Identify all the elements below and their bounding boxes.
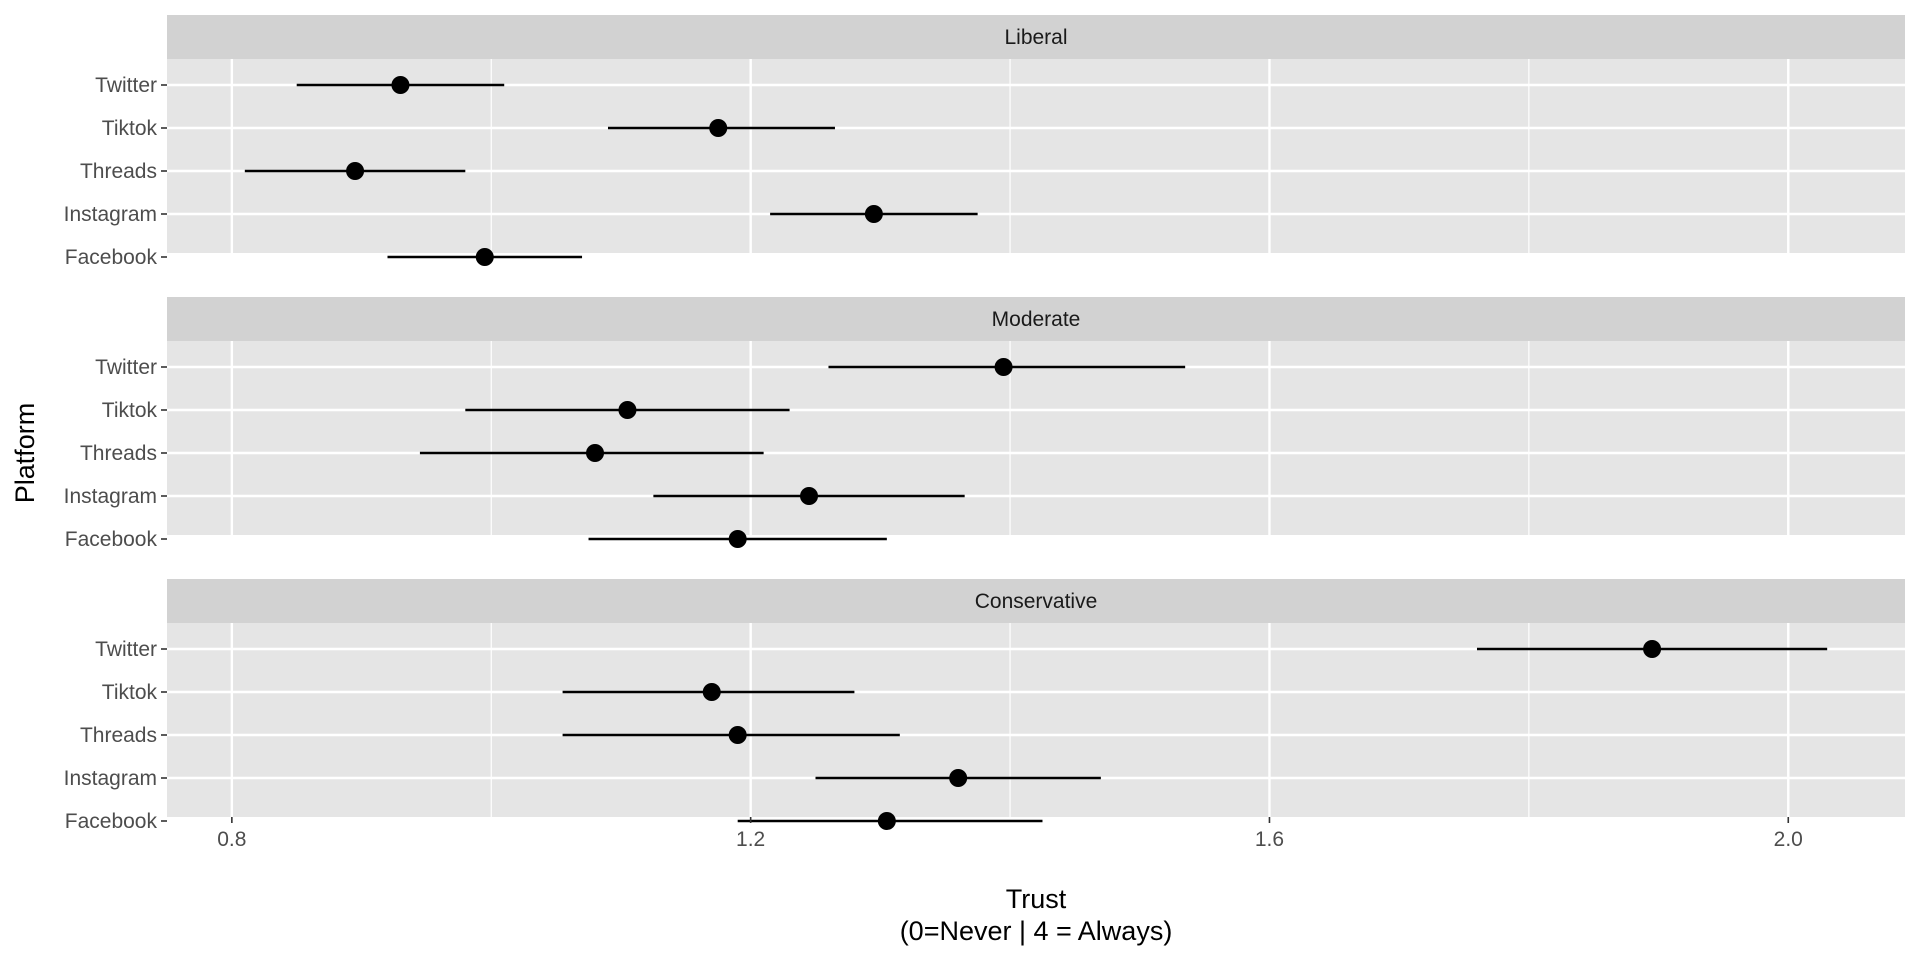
point-tiktok [709,119,728,137]
x-tick-label: 1.6 [1255,828,1284,851]
panel-background [167,341,1905,535]
y-tick-label: Twitter [95,74,157,97]
y-tick-label: Instagram [64,203,157,226]
y-tick-label: Tiktok [102,117,158,140]
point-tiktok [618,401,637,419]
y-tick-label: Facebook [65,246,158,269]
y-tick-label: Twitter [95,638,157,661]
point-tiktok [702,683,721,701]
y-tick-label: Facebook [65,810,158,833]
x-tick-label: 2.0 [1774,828,1803,851]
y-tick-label: Instagram [64,485,157,508]
point-threads [346,162,365,180]
point-instagram [864,205,883,223]
strip-background [167,15,1905,59]
y-axis-title: Platform [10,403,40,504]
strip-label: Moderate [992,308,1081,331]
x-tick-label: 0.8 [217,828,246,851]
x-axis-title: Trust [1006,884,1067,914]
x-tick-label: 1.2 [736,828,765,851]
facet-conservative: Conservative Twitter Tiktok Threads Instagra… [64,579,1905,833]
panel-background [167,59,1905,253]
facet-liberal: Liberal Twitter Tiktok Threads Instagram Face… [64,15,1905,269]
facet-moderate: Moderate Twitter Tiktok Threads Instagram Fac… [64,297,1905,551]
y-tick-label: Twitter [95,356,157,379]
x-axis-subtitle: (0=Never | 4 = Always) [900,916,1173,946]
point-facebook [877,812,896,830]
y-tick-label: Threads [80,160,157,183]
point-twitter [391,76,410,94]
point-twitter [1643,640,1662,658]
y-tick-label: Facebook [65,528,158,551]
point-instagram [800,487,819,505]
point-facebook [728,530,747,548]
panel-background [167,623,1905,817]
y-tick-label: Threads [80,442,157,465]
x-axis: 0.8 1.2 1.6 2.0 [217,817,1803,851]
strip-label: Liberal [1004,26,1067,49]
facet-panels: Liberal Twitter Tiktok Threads Instagram Face… [64,15,1905,833]
point-twitter [994,358,1013,376]
point-threads [586,444,605,462]
y-tick-label: Tiktok [102,681,158,704]
strip-background [167,579,1905,623]
point-facebook [475,248,494,266]
y-tick-label: Tiktok [102,399,158,422]
strip-background [167,297,1905,341]
strip-label: Conservative [975,590,1098,613]
y-tick-label: Instagram [64,767,157,790]
point-threads [728,726,747,744]
point-instagram [949,769,968,787]
y-tick-label: Threads [80,724,157,747]
